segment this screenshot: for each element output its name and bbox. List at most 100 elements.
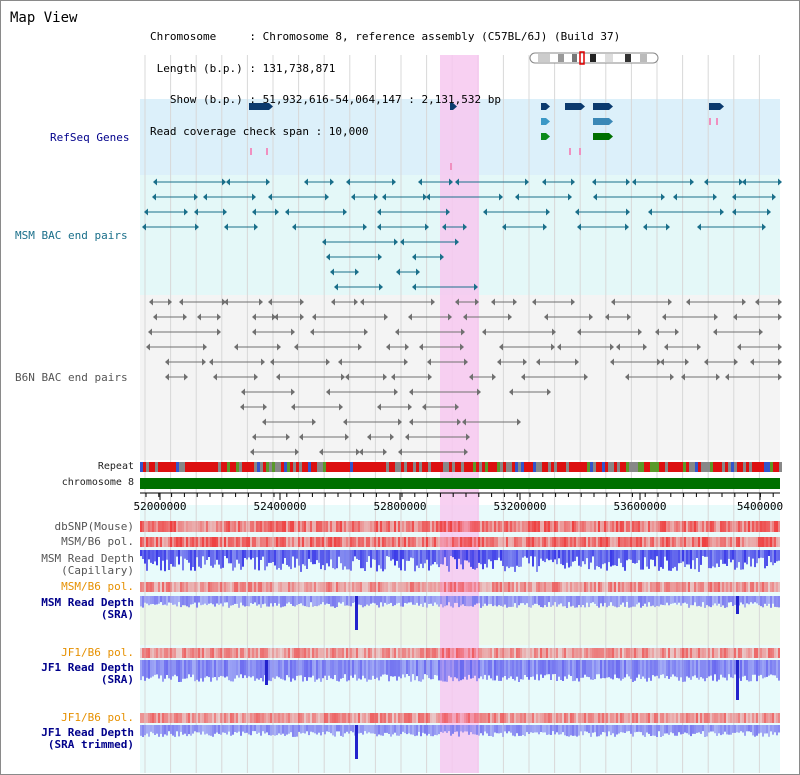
depth-bar (642, 596, 644, 606)
heat-cell (752, 537, 754, 547)
depth-bar (510, 596, 512, 607)
track-label-msm-depth-sra[interactable]: MSM Read Depth (41, 596, 134, 609)
heat-cell (602, 521, 604, 532)
depth-bar (404, 596, 406, 603)
heat-cell (148, 521, 150, 532)
track-label-jf1-depth-sra-sub: (SRA) (100, 673, 134, 686)
heat-cell (206, 537, 208, 547)
track-label-msm-depth-capillary[interactable]: MSM Read Depth (41, 552, 134, 565)
heat-cell (668, 582, 670, 592)
heat-cell (534, 521, 536, 532)
depth-bar (542, 660, 544, 678)
depth-bar (188, 596, 190, 608)
heat-cell (752, 521, 754, 532)
track-label-jf1-depth-trimmed[interactable]: JF1 Read Depth (41, 726, 134, 739)
depth-bar (698, 596, 700, 606)
track-label-msm-b6-pol-2[interactable]: MSM/B6 pol. (61, 580, 134, 593)
depth-bar (702, 725, 704, 732)
heat-cell (200, 582, 202, 592)
depth-bar (176, 596, 178, 607)
track-label-chromosome[interactable]: chromosome 8 (61, 477, 134, 488)
depth-bar (574, 725, 576, 736)
repeat-element (515, 462, 518, 472)
heat-cell (500, 537, 502, 547)
heat-cell (670, 648, 672, 658)
depth-bar (326, 660, 328, 680)
depth-bar (278, 660, 280, 678)
track-label-msm-bac[interactable]: MSM BAC end pairs (15, 229, 128, 242)
bac-end-left (660, 358, 664, 366)
depth-bar (604, 660, 606, 679)
heat-cell (592, 582, 594, 592)
depth-bar (644, 725, 646, 737)
track-label-refseq-genes[interactable]: RefSeq Genes (50, 131, 130, 144)
heat-cell (362, 582, 364, 592)
heat-cell (730, 537, 732, 547)
heat-cell (212, 582, 214, 592)
depth-bar (380, 596, 382, 603)
track-label-jf1-b6-pol-1[interactable]: JF1/B6 pol. (61, 646, 134, 659)
heat-cell (554, 713, 556, 723)
depth-bar (280, 660, 282, 679)
heat-cell (646, 521, 648, 532)
depth-bar (342, 660, 344, 678)
depth-bar (740, 550, 742, 570)
depth-bar (218, 596, 220, 605)
bac-end-left (224, 298, 228, 306)
depth-bar (616, 550, 618, 566)
track-label-jf1-depth-sra[interactable]: JF1 Read Depth (41, 661, 134, 674)
depth-bar (502, 596, 504, 607)
depth-bar (644, 550, 646, 558)
depth-bar (330, 725, 332, 734)
depth-bar (752, 596, 754, 604)
depth-bar (686, 660, 688, 677)
heat-cell (270, 537, 272, 547)
track-label-dbsnp[interactable]: dbSNP(Mouse) (54, 520, 134, 533)
heat-cell (366, 648, 368, 658)
track-label-b6n-bac[interactable]: B6N BAC end pairs (15, 371, 128, 384)
repeat-element (257, 462, 260, 472)
depth-bar (520, 725, 522, 736)
heat-cell (558, 713, 560, 723)
bac-end-right (448, 313, 452, 321)
heat-cell (670, 713, 672, 723)
heat-cell (218, 582, 220, 592)
heat-cell (210, 713, 212, 723)
heat-cell (626, 582, 628, 592)
depth-bar (670, 550, 672, 571)
depth-bar (168, 660, 170, 679)
heat-cell (528, 713, 530, 723)
bac-end-left (224, 223, 228, 231)
heat-cell (180, 582, 182, 592)
bac-end-left (144, 208, 148, 216)
depth-bar (224, 725, 226, 733)
depth-bar (258, 660, 260, 680)
heat-cell (390, 648, 392, 658)
heat-cell (516, 648, 518, 658)
depth-bar (494, 725, 496, 733)
repeat-element (659, 462, 662, 472)
heat-cell (210, 648, 212, 658)
heat-cell (494, 582, 496, 592)
track-label-repeat[interactable]: Repeat (97, 461, 134, 472)
heat-cell (252, 521, 254, 532)
heat-cell (668, 713, 670, 723)
depth-bar (626, 596, 628, 602)
track-label-jf1-b6-pol-2[interactable]: JF1/B6 pol. (61, 711, 134, 724)
depth-bar (590, 725, 592, 737)
heat-cell (672, 537, 674, 547)
heat-cell (596, 648, 598, 658)
heat-cell (536, 521, 538, 532)
track-label-msm-b6-pol-1[interactable]: MSM/B6 pol. (61, 535, 134, 548)
depth-bar (522, 725, 524, 735)
heat-cell (598, 648, 600, 658)
depth-bar (538, 550, 540, 567)
depth-bar (382, 550, 384, 572)
depth-bar (568, 596, 570, 603)
depth-bar (276, 596, 278, 606)
heat-cell (510, 648, 512, 658)
heat-cell (772, 537, 774, 547)
depth-bar (612, 660, 614, 680)
heat-cell (590, 648, 592, 658)
